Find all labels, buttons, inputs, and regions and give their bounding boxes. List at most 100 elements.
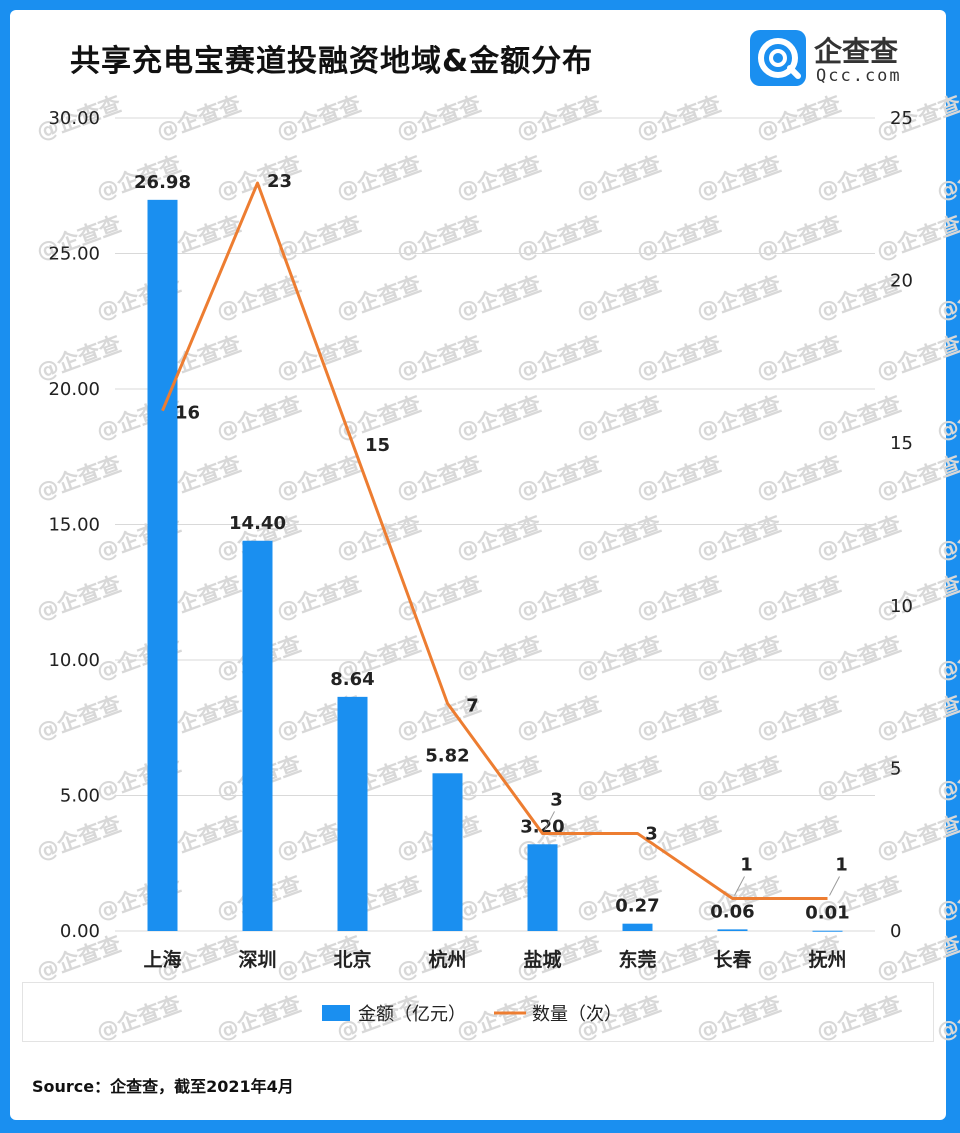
line-value-label: 3 (550, 789, 563, 810)
line-value-label: 16 (175, 403, 200, 424)
right-tick-label: 15 (890, 433, 913, 454)
watermark-text: @企查查 (933, 391, 960, 446)
right-axis: 0 5 10 15 20 25 (890, 108, 913, 942)
watermark-text: @企查查 (393, 331, 485, 386)
watermark-text: @企查查 (393, 211, 485, 266)
line-value-label: 23 (267, 171, 292, 192)
chart-title: 共享充电宝赛道投融资地域&金额分布 (70, 44, 594, 79)
gridlines (115, 117, 875, 932)
watermark-text: @企查查 (813, 631, 905, 686)
watermark-text: @企查查 (273, 571, 365, 626)
watermark-text: @企查查 (573, 271, 665, 326)
left-tick-label: 20.00 (48, 379, 100, 400)
line-value-label: 7 (466, 695, 479, 716)
watermark-text: @企查查 (453, 511, 545, 566)
bar (812, 930, 843, 932)
watermark-text: @企查查 (873, 691, 960, 746)
line-label-leader (544, 811, 555, 831)
category-label: 上海 (143, 948, 181, 971)
watermark-text: @企查查 (273, 211, 365, 266)
watermark-text: @企查查 (633, 451, 725, 506)
category-label: 盐城 (523, 948, 561, 971)
legend-frame (22, 982, 934, 1042)
watermark-text: @企查查 (513, 691, 605, 746)
line-value-label: 3 (645, 823, 658, 844)
watermark-text: @企查查 (693, 511, 785, 566)
right-tick-label: 5 (890, 758, 901, 779)
right-tick-label: 25 (890, 108, 913, 129)
watermark-text: @企查查 (333, 151, 425, 206)
bar (622, 923, 653, 931)
watermark-text: @企查查 (633, 331, 725, 386)
watermark-text: @企查查 (393, 571, 485, 626)
watermark-text: @企查查 (933, 511, 960, 566)
watermark-text: @企查查 (933, 271, 960, 326)
watermark-text: @企查查 (33, 811, 125, 866)
watermark-text: @企查查 (753, 571, 845, 626)
line-label-leader (734, 876, 745, 896)
watermark-text: @企查查 (693, 631, 785, 686)
watermark-text: @企查查 (693, 151, 785, 206)
watermark-text: @企查查 (933, 151, 960, 206)
watermark-text: @企查查 (573, 391, 665, 446)
category-label: 长春 (713, 948, 751, 971)
right-tick-label: 0 (890, 921, 901, 942)
logo-name: 企查查 (814, 35, 899, 68)
bar-series (147, 199, 843, 932)
watermark-text: @企查查 (813, 151, 905, 206)
left-tick-label: 0.00 (60, 921, 100, 942)
watermark-text: @企查查 (753, 451, 845, 506)
watermark-text: @企查查 (273, 451, 365, 506)
qcc-logo-icon (750, 30, 806, 86)
watermark-text: @企查查 (513, 331, 605, 386)
watermark-text: @企查查 (873, 931, 960, 986)
watermark-text: @企查查 (933, 871, 960, 926)
legend: 金额（亿元） 数量（次） (322, 1004, 622, 1025)
watermark-text: @企查查 (573, 151, 665, 206)
watermark-text: @企查查 (753, 811, 845, 866)
x-axis-categories: 上海 深圳 北京 杭州 盐城 东莞 长春 抚州 (143, 948, 846, 971)
watermark-text: @企查查 (33, 331, 125, 386)
watermark-text: @企查查 (33, 571, 125, 626)
bar-value-label: 5.82 (425, 745, 469, 766)
watermark-text: @企查查 (873, 91, 960, 146)
watermark-text: @企查查 (453, 151, 545, 206)
line-value-label: 1 (835, 854, 848, 875)
watermark-text: @企查查 (573, 631, 665, 686)
watermark-text: @企查查 (633, 691, 725, 746)
watermark-text: @企查查 (213, 391, 305, 446)
watermark-text: @企查查 (573, 751, 665, 806)
watermark-text: @企查查 (873, 811, 960, 866)
bar (337, 696, 368, 931)
watermark-text: @企查查 (453, 631, 545, 686)
watermark-text: @企查查 (513, 571, 605, 626)
left-axis: 0.00 5.00 10.00 15.00 20.00 25.00 30.00 (48, 108, 100, 942)
watermark-text: @企查查 (753, 691, 845, 746)
category-label: 东莞 (618, 948, 656, 971)
line-path (161, 181, 828, 900)
watermark-text: @企查查 (933, 991, 960, 1046)
line-series (161, 181, 828, 900)
left-tick-label: 5.00 (60, 786, 100, 807)
bar-value-label: 0.06 (710, 901, 754, 922)
legend-bar-swatch (322, 1005, 350, 1021)
qcc-logo: 企查查 Qcc.com (750, 30, 930, 90)
watermark-text: @企查查 (573, 511, 665, 566)
watermark-text: @企查查 (813, 511, 905, 566)
watermark-text: @企查查 (873, 211, 960, 266)
watermark-text: @企查查 (393, 451, 485, 506)
line-data-labels: 16 23 15 7 3 3 1 1 (175, 171, 848, 896)
watermark-text: @企查查 (513, 211, 605, 266)
bar-value-label: 0.01 (805, 903, 849, 924)
bar (147, 199, 178, 932)
watermark-text: @企查查 (753, 331, 845, 386)
watermark-text: @企查查 (873, 571, 960, 626)
bar (527, 844, 558, 931)
watermark-text: @企查查 (453, 391, 545, 446)
watermark-text: @企查查 (693, 751, 785, 806)
watermark-text: @企查查 (333, 271, 425, 326)
left-tick-label: 15.00 (48, 515, 100, 536)
category-label: 深圳 (238, 948, 276, 971)
line-value-label: 15 (365, 435, 390, 456)
